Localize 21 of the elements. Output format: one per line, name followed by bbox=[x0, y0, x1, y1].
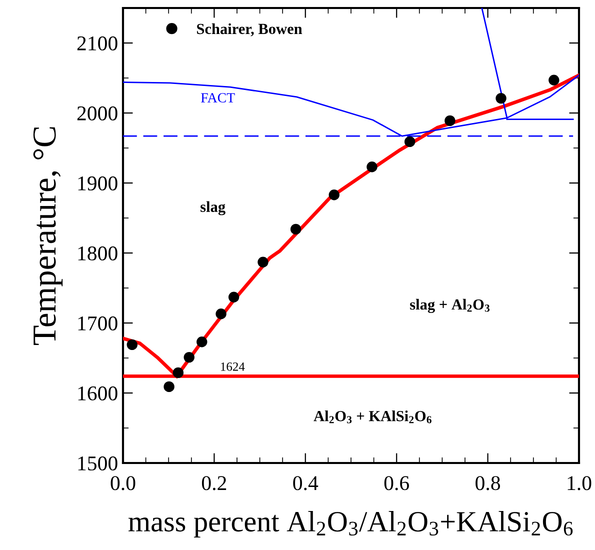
annotation: Al$_{2}$O$_{3}$ + KAlSi$_{2}$O$_{6}$ bbox=[314, 410, 432, 424]
x-tick-label: 0.8 bbox=[476, 476, 500, 490]
x-tick-label: 0.2 bbox=[202, 476, 226, 490]
annotation: slag + Al$_{2}$O$_{3}$ bbox=[410, 298, 490, 313]
y-tick-label: 1700 bbox=[78, 316, 118, 330]
y-tick-label: 1600 bbox=[78, 386, 118, 400]
x-tick-label: 0.0 bbox=[110, 476, 136, 490]
y-tick-label: 1900 bbox=[78, 176, 118, 190]
y-tick-label: 2100 bbox=[77, 36, 118, 50]
y-tick-label: 2000 bbox=[77, 106, 118, 120]
x-tick-label: 0.4 bbox=[293, 476, 318, 490]
x-tick-label: 1.0 bbox=[568, 476, 592, 490]
x-tick-label: 0.6 bbox=[384, 476, 409, 490]
annotation: slag bbox=[200, 201, 226, 216]
y-axis-title: Temperature, °C bbox=[33, 127, 63, 345]
y-tick-label: 1500 bbox=[78, 456, 118, 470]
annotation: FACT bbox=[201, 93, 235, 102]
y-tick-label: 1800 bbox=[78, 246, 118, 260]
text: mass percent Al$_{2}$O$_{3}$/Al$_{2}$O$_{3}$+KAlSi$_{2}$O$_{6}$ bbox=[128, 511, 573, 538]
legend-label: Schairer, Bowen bbox=[197, 23, 302, 36]
ref-line-label: 1624 bbox=[221, 362, 245, 371]
